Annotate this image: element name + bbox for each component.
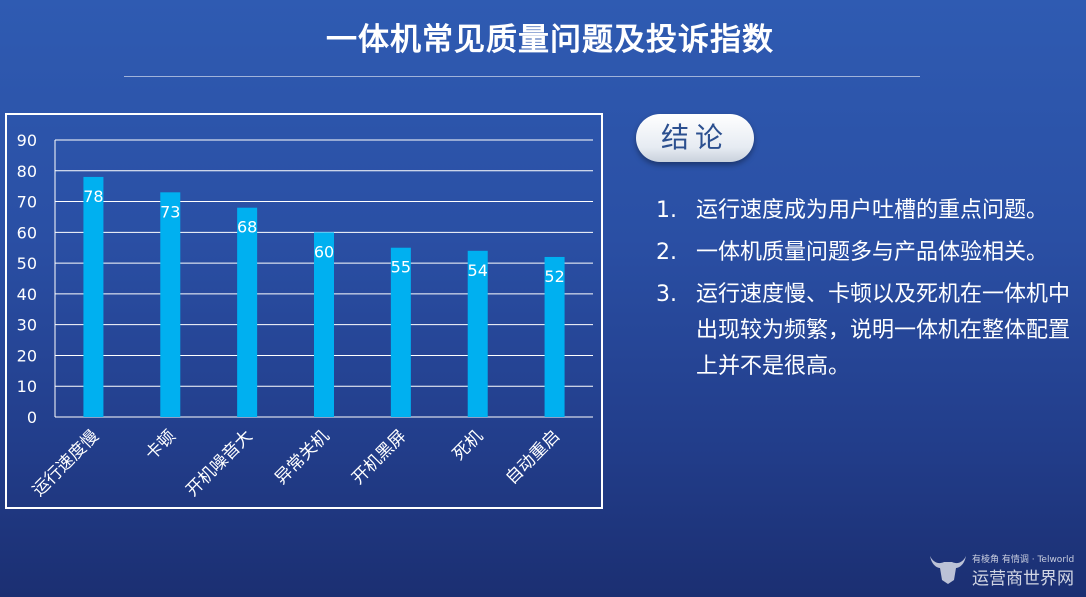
x-tick-label: 开机黑屏 bbox=[348, 426, 410, 488]
bar bbox=[467, 250, 488, 417]
data-label: 54 bbox=[468, 261, 488, 280]
x-tick-label: 卡顿 bbox=[142, 426, 180, 464]
data-label: 73 bbox=[160, 202, 180, 221]
conclusion-item: 1. 运行速度成为用户吐槽的重点问题。 bbox=[652, 193, 1072, 229]
y-tick-label: 60 bbox=[17, 223, 37, 242]
conclusion-item: 2. 一体机质量问题多与产品体验相关。 bbox=[652, 235, 1072, 271]
bull-icon bbox=[930, 556, 966, 584]
bar-chart: 0 10 20 30 40 50 60 70 80 90 78 运行速度慢 73 卡顿 68 开机噪音大 60 异… bbox=[17, 131, 593, 501]
title-divider bbox=[124, 76, 920, 77]
conclusion-item-text: 运行速度成为用户吐槽的重点问题。 bbox=[696, 198, 1049, 223]
logo-tagline: 有棱角 有情调 · Telworld bbox=[972, 555, 1075, 565]
y-tick-label: 0 bbox=[27, 408, 37, 427]
bar bbox=[314, 232, 334, 417]
x-tick-label: 异常关机 bbox=[271, 426, 333, 488]
chart-frame bbox=[5, 113, 603, 509]
conclusion-item-text: 运行速度慢、卡顿以及死机在一体机中出现较为频繁，说明一体机在整体配置上并不是很高… bbox=[696, 282, 1071, 379]
conclusion-item: 3. 运行速度慢、卡顿以及死机在一体机中出现较为频繁，说明一体机在整体配置上并不… bbox=[652, 277, 1072, 385]
conclusion-item-number: 1. bbox=[656, 198, 677, 223]
conclusion-list: 1. 运行速度成为用户吐槽的重点问题。 2. 一体机质量问题多与产品体验相关。 … bbox=[652, 193, 1072, 391]
conclusion-badge: 结论 bbox=[636, 114, 754, 162]
x-tick-label: 自动重启 bbox=[502, 426, 564, 488]
y-tick-label: 70 bbox=[17, 193, 37, 212]
watermark-logo: 有棱角 有情调 · Telworld 运营商世界网 bbox=[928, 548, 1078, 589]
y-tick-label: 40 bbox=[17, 285, 37, 304]
y-tick-label: 10 bbox=[17, 377, 37, 396]
conclusion-item-number: 2. bbox=[656, 240, 677, 265]
bar bbox=[544, 256, 565, 417]
bar bbox=[237, 207, 258, 417]
conclusion-item-text: 一体机质量问题多与产品体验相关。 bbox=[696, 240, 1049, 265]
bar bbox=[390, 247, 411, 417]
data-label: 68 bbox=[237, 218, 257, 237]
x-tick-label: 死机 bbox=[449, 426, 487, 464]
data-label: 55 bbox=[391, 258, 411, 277]
y-tick-label: 90 bbox=[17, 131, 37, 150]
x-tick-label: 运行速度慢 bbox=[28, 426, 103, 501]
x-tick-label: 开机噪音大 bbox=[182, 426, 256, 500]
y-tick-label: 50 bbox=[17, 254, 37, 273]
logo-name: 运营商世界网 bbox=[972, 569, 1074, 589]
data-label: 78 bbox=[83, 187, 103, 206]
data-label: 60 bbox=[314, 242, 334, 261]
conclusion-item-number: 3. bbox=[656, 282, 677, 307]
data-label: 52 bbox=[544, 267, 564, 286]
y-tick-label: 80 bbox=[17, 162, 37, 181]
page-title: 一体机常见质量问题及投诉指数 bbox=[326, 22, 774, 58]
bar bbox=[83, 176, 104, 417]
bar bbox=[160, 192, 181, 417]
y-tick-label: 20 bbox=[17, 346, 37, 365]
y-tick-label: 30 bbox=[17, 316, 37, 335]
